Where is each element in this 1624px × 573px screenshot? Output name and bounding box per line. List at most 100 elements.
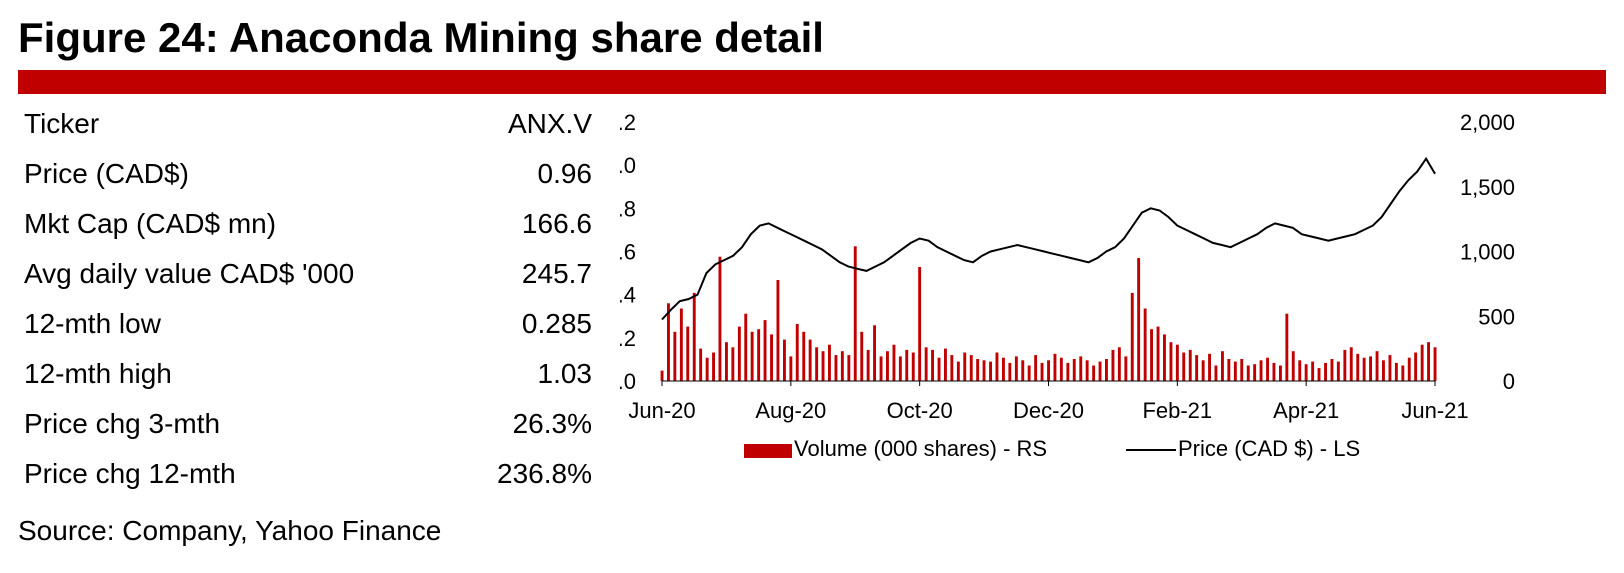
volume-bar xyxy=(718,256,722,381)
volume-bar xyxy=(699,348,703,381)
volume-bar xyxy=(911,352,915,381)
volume-bar xyxy=(737,326,741,381)
volume-bar xyxy=(969,355,973,381)
volume-bar xyxy=(757,329,761,381)
volume-bar xyxy=(1130,292,1134,381)
left-axis-tick: 0.4 xyxy=(620,283,636,308)
volume-bar xyxy=(795,324,799,381)
volume-bar xyxy=(1401,365,1405,381)
stats-row: Avg daily value CAD$ '000 245.7 xyxy=(24,252,592,302)
left-axis-tick: 0.0 xyxy=(620,369,636,394)
volume-bar xyxy=(1047,360,1050,381)
volume-bar xyxy=(924,347,928,381)
volume-bar xyxy=(937,357,941,381)
left-axis-tick: 1.0 xyxy=(620,153,636,178)
volume-bar xyxy=(776,280,780,381)
x-axis-tick: Apr-21 xyxy=(1273,398,1339,423)
right-axis-tick: 1,500 xyxy=(1460,175,1515,200)
volume-bar xyxy=(956,361,960,381)
volume-bar xyxy=(1356,353,1360,381)
stat-value: 245.7 xyxy=(521,258,592,289)
volume-bar xyxy=(1317,368,1321,381)
volume-bar xyxy=(789,356,793,381)
volume-bar xyxy=(847,355,851,381)
volume-bar xyxy=(750,331,754,381)
volume-bar xyxy=(1163,334,1166,381)
price-line xyxy=(661,156,1436,321)
x-axis-tick: Aug-20 xyxy=(755,398,826,423)
volume-bar xyxy=(1388,355,1392,381)
volume-bar xyxy=(1291,351,1295,381)
volume-bar xyxy=(963,352,967,381)
volume-bar xyxy=(918,267,922,381)
stat-label: Ticker xyxy=(24,108,100,139)
volume-bar xyxy=(1053,353,1057,381)
volume-bar xyxy=(1349,347,1353,381)
volume-bar xyxy=(1169,342,1173,381)
stat-label: Price (CAD$) xyxy=(24,158,189,189)
volume-bar xyxy=(1059,357,1063,381)
right-axis-tick: 500 xyxy=(1478,304,1515,329)
volume-bar xyxy=(815,347,819,381)
left-axis-tick: 0.6 xyxy=(620,240,636,265)
volume-bar xyxy=(879,356,883,381)
volume-bar xyxy=(1272,362,1276,381)
volume-bar xyxy=(1324,362,1327,381)
volume-bar xyxy=(892,344,896,381)
volume-bar xyxy=(1124,356,1128,381)
stat-label: Mkt Cap (CAD$ mn) xyxy=(24,208,277,239)
volume-bar xyxy=(1034,355,1038,381)
stat-label: Price chg 3-mth xyxy=(24,408,221,439)
volume-bar xyxy=(1117,347,1121,381)
stats-row: 12-mth high 1.03 xyxy=(24,352,592,402)
right-axis-tick: 0 xyxy=(1503,369,1515,394)
volume-bar xyxy=(1227,359,1231,381)
volume-bar xyxy=(1259,360,1263,381)
legend-price-label: Price (CAD $) - LS xyxy=(1178,436,1360,461)
volume-bar xyxy=(1008,362,1012,381)
volume-bar xyxy=(905,349,909,381)
volume-bar xyxy=(1079,356,1083,381)
source-note: Source: Company, Yahoo Finance xyxy=(18,515,442,546)
volume-bar xyxy=(1394,362,1398,381)
right-axis-tick: 1,000 xyxy=(1460,240,1515,265)
volume-bar xyxy=(705,357,709,381)
stat-value: ANX.V xyxy=(507,108,592,139)
stat-label: 12-mth low xyxy=(24,308,161,339)
volume-bar xyxy=(834,355,838,381)
volume-bar xyxy=(1233,361,1237,381)
volume-bar xyxy=(679,308,683,381)
x-axis-tick: Jun-21 xyxy=(1401,398,1468,423)
right-axis-tick: 2,000 xyxy=(1460,110,1515,135)
volume-bar xyxy=(660,370,664,381)
x-axis-tick: Jun-20 xyxy=(628,398,695,423)
title-rule xyxy=(18,70,1606,94)
volume-bar xyxy=(931,349,934,381)
stat-value: 26.3% xyxy=(512,408,592,439)
left-axis-tick: 0.8 xyxy=(620,196,636,221)
x-axis-tick: Oct-20 xyxy=(887,398,953,423)
volume-bar xyxy=(1040,362,1044,381)
stat-value: 1.03 xyxy=(537,358,593,389)
stat-label: 12-mth high xyxy=(24,358,172,389)
volume-bar xyxy=(673,331,677,381)
volume-bar xyxy=(1246,365,1250,381)
legend-volume-label: Volume (000 shares) - RS xyxy=(794,436,1047,461)
volume-bar xyxy=(1208,353,1211,381)
volume-bar xyxy=(1182,352,1186,381)
stat-label: Avg daily value CAD$ '000 xyxy=(24,258,355,289)
volume-bar xyxy=(802,331,806,381)
volume-bar xyxy=(1375,351,1379,381)
stats-row: Price chg 12-mth 236.8% xyxy=(24,452,592,502)
stats-table: Ticker ANX.V Price (CAD$) 0.96 Mkt Cap (… xyxy=(24,102,592,502)
figure-title: Figure 24: Anaconda Mining share detail xyxy=(18,14,824,61)
volume-bar xyxy=(1266,357,1269,381)
volume-bar xyxy=(1221,351,1224,381)
volume-bar xyxy=(989,361,992,381)
volume-bar xyxy=(1433,347,1437,381)
stat-label: Price chg 12-mth xyxy=(24,458,236,489)
volume-bar xyxy=(1414,352,1418,381)
volume-bar xyxy=(1143,308,1147,381)
stats-row: 12-mth low 0.285 xyxy=(24,302,592,352)
volume-bar xyxy=(1369,356,1372,381)
